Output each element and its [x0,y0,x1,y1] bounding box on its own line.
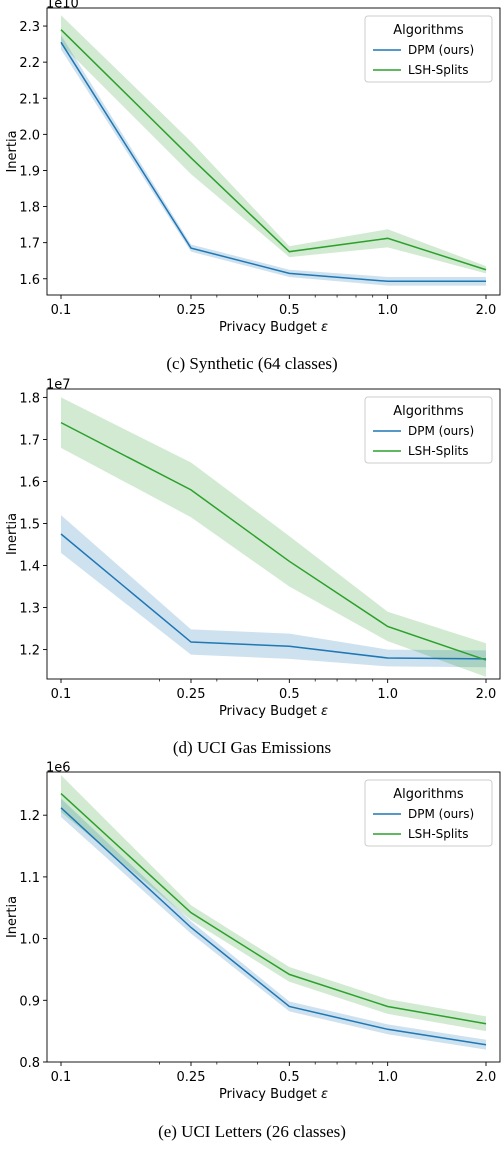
legend-box [364,15,493,83]
chart-panel-1: 1.2 1.3 1.4 1.5 1.6 1.7 1.8 0.1 0.25 0.5 1.0 2.0 1e7… [5,378,501,757]
x-tick-label-4: 2.0 [476,1070,497,1085]
x-axis-label-text: Privacy Budget [219,320,321,335]
x-tick-label-1: 0.25 [177,303,206,318]
x-tick-label-4: 2.0 [476,303,497,318]
x-tick-label-4: 2.0 [476,687,497,702]
series-line-1 [60,29,487,271]
x-tick-label-1: 0.25 [177,687,206,702]
chart-panel-0: 1.6 1.7 1.8 1.9 2.0 2.1 2.2 2.3 0.1 0.25 0.5 1.0 2.0… [5,0,501,373]
y-offset-label: 1e6 [46,761,71,776]
x-axis-label-text: Privacy Budget [219,1087,321,1102]
y-tick-label-6: 2.2 [19,56,40,71]
x-tick-label-1: 0.25 [177,1070,206,1085]
series-line-0 [60,533,487,660]
x-axis-label-symbol: ε [321,320,328,335]
legend-entry-0: DPM (ours) [408,807,474,821]
y-offset-label: 1e10 [46,0,79,12]
axes-frame [46,771,501,1063]
y-axis-label: Inertia [5,130,20,172]
legend-entry-1: LSH-Splits [408,827,469,841]
legend: Algorithms DPM (ours) LSH-Splits [364,15,493,83]
y-offset-label: 1e7 [46,378,71,393]
y-tick-label-1: 1.7 [19,237,40,252]
series-line-1 [60,793,487,1025]
series-band-1 [61,397,486,677]
y-axis-label: Inertia [5,896,20,938]
y-tick-label-1: 1.3 [19,602,40,617]
x-tick-label-3: 1.0 [377,687,398,702]
series-line-1 [60,421,487,661]
axes-frame [46,7,501,296]
x-tick-label-2: 0.5 [279,687,300,702]
x-tick-label-2: 0.5 [279,1070,300,1085]
y-tick-label-2: 1.0 [19,933,40,948]
y-tick-label-5: 1.7 [19,433,40,448]
y-axis-label: Inertia [5,513,20,555]
legend: Algorithms DPM (ours) LSH-Splits [364,779,493,847]
y-tick-label-2: 1.8 [19,201,40,216]
y-tick-label-0: 0.8 [19,1056,40,1071]
y-tick-label-3: 1.1 [19,871,40,886]
y-tick-label-4: 1.2 [19,809,40,824]
x-tick-label-3: 1.0 [377,303,398,318]
y-tick-label-6: 1.8 [19,391,40,406]
y-tick-label-3: 1.5 [19,517,40,532]
legend-title: Algorithms [393,23,464,38]
x-axis-label: Privacy Budget ε [219,1087,328,1102]
x-axis-label-symbol: ε [321,704,328,719]
legend-title: Algorithms [393,787,464,802]
y-tick-label-4: 1.6 [19,475,40,490]
legend-entry-0: DPM (ours) [408,424,474,438]
axes-frame [46,388,501,680]
y-tick-label-2: 1.4 [19,560,40,575]
chart-panel-2: 0.8 0.9 1.0 1.1 1.2 0.1 0.25 0.5 1.0 2.0 1e6 Privac… [5,761,501,1141]
x-axis-label: Privacy Budget ε [219,320,328,335]
y-tick-label-0: 1.2 [19,644,40,659]
series-line-0 [60,41,486,283]
x-tick-label-0: 0.1 [51,303,72,318]
y-tick-label-4: 2.0 [19,128,40,143]
legend-entry-1: LSH-Splits [408,444,469,458]
y-tick-label-0: 1.6 [19,273,40,288]
x-axis-label-symbol: ε [321,1087,328,1102]
x-tick-label-0: 0.1 [51,1070,72,1085]
x-tick-label-2: 0.5 [279,303,300,318]
y-tick-label-1: 0.9 [19,994,40,1009]
legend-box [364,779,493,847]
x-axis-label-text: Privacy Budget [219,704,321,719]
figure-caption: (e) UCI Letters (26 classes) [158,1122,346,1141]
x-tick-label-0: 0.1 [51,687,72,702]
legend-entry-1: LSH-Splits [408,63,469,77]
legend: Algorithms DPM (ours) LSH-Splits [364,396,493,464]
figure-caption: (c) Synthetic (64 classes) [166,354,337,373]
series-band-0 [61,515,486,668]
legend-box [364,396,493,464]
y-tick-label-5: 2.1 [19,92,40,107]
x-axis-label: Privacy Budget ε [219,704,328,719]
legend-title: Algorithms [393,404,464,419]
x-tick-label-3: 1.0 [377,1070,398,1085]
figure-caption: (d) UCI Gas Emissions [173,738,331,757]
y-tick-label-3: 1.9 [19,164,40,179]
legend-entry-0: DPM (ours) [408,43,474,57]
y-tick-label-7: 2.3 [19,20,40,35]
series-line-0 [60,807,487,1046]
